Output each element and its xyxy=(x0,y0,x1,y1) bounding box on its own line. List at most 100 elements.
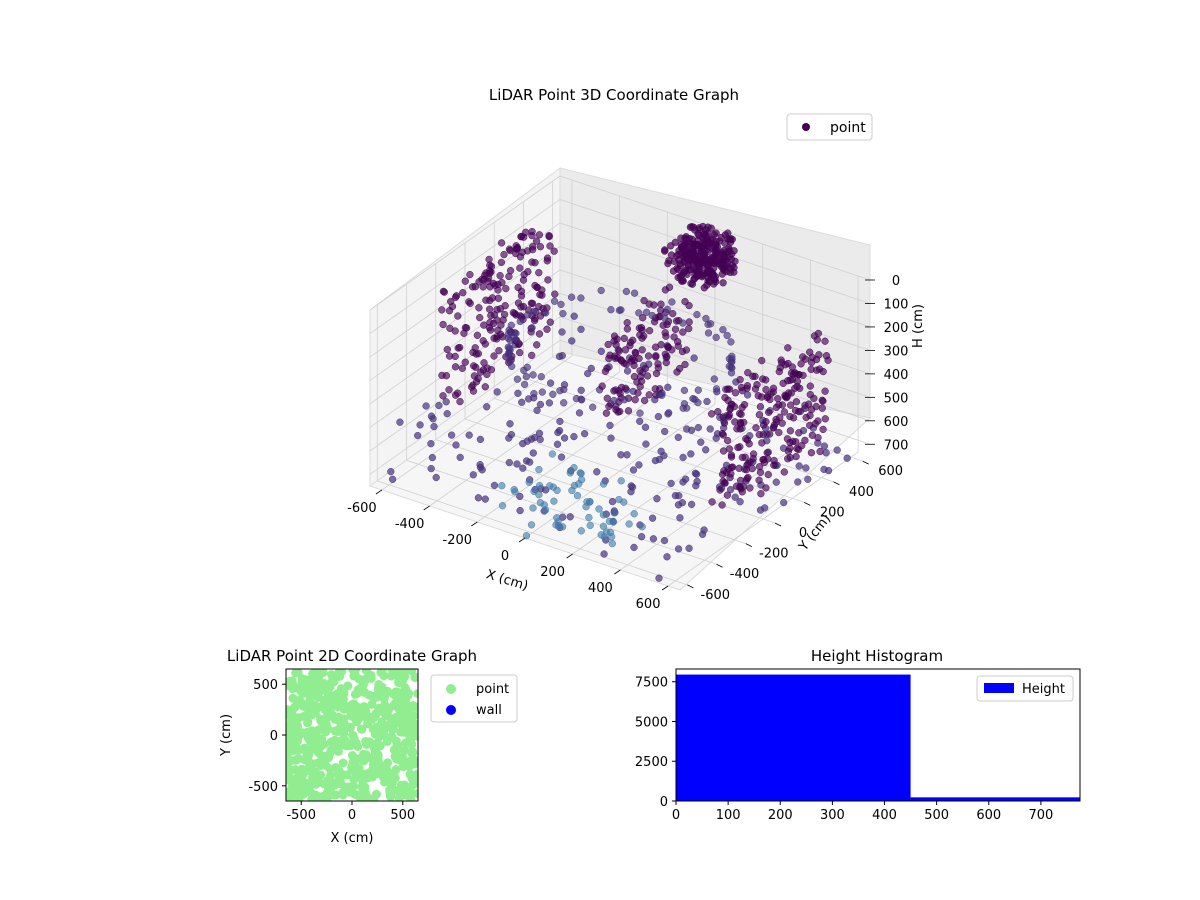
data-point-3d xyxy=(669,309,677,318)
data-point-2d xyxy=(334,766,344,776)
data-point-3d xyxy=(632,349,640,357)
data-point-3d xyxy=(545,232,553,240)
tick-label-x: 600 xyxy=(636,597,661,612)
data-point-2d xyxy=(289,746,299,756)
data-point-3d xyxy=(493,388,501,396)
data-point-2d xyxy=(346,787,356,797)
data-point-3d xyxy=(549,483,557,491)
data-point-2d xyxy=(413,689,418,699)
data-point-3d xyxy=(486,326,495,334)
data-point-2d xyxy=(333,702,343,712)
data-point-3d xyxy=(483,403,491,411)
data-point-3d xyxy=(744,369,752,377)
grid-line-y xyxy=(523,377,834,483)
data-point-3d xyxy=(387,467,395,476)
data-point-3d xyxy=(544,276,552,284)
data-point-3d xyxy=(599,480,608,488)
data-point-3d xyxy=(469,471,477,479)
data-point-3d xyxy=(668,298,676,306)
data-point-3d xyxy=(724,235,732,243)
data-point-3d xyxy=(671,491,680,500)
data-point-3d xyxy=(443,410,451,418)
data-point-3d xyxy=(621,346,630,354)
data-point-3d xyxy=(567,293,576,301)
data-point-3d xyxy=(629,336,637,344)
data-point-3d xyxy=(718,429,726,438)
data-point-3d xyxy=(670,333,678,341)
data-point-3d xyxy=(566,469,574,477)
data-point-3d xyxy=(762,386,770,394)
data-point-3d xyxy=(780,498,788,507)
data-point-3d xyxy=(706,320,715,328)
data-point-3d xyxy=(452,441,460,449)
histogram-frame xyxy=(675,668,1081,802)
data-point-3d xyxy=(664,410,672,418)
data-point-2d xyxy=(286,786,295,796)
data-point-2d xyxy=(354,770,364,780)
data-point-3d xyxy=(606,421,614,430)
data-point-3d xyxy=(519,464,527,472)
data-point-2d xyxy=(306,745,316,755)
data-point-2d xyxy=(299,712,309,721)
data-point-3d xyxy=(556,417,564,426)
tick-label-z: 0 xyxy=(892,274,900,289)
data-point-3d xyxy=(505,272,513,281)
data-point-3d xyxy=(680,386,689,395)
data-point-3d xyxy=(650,301,658,309)
data-point-3d xyxy=(471,344,479,352)
data-point-3d xyxy=(683,270,691,278)
tick-label-x-hist: 500 xyxy=(924,808,949,823)
data-point-3d xyxy=(651,456,660,465)
data-point-2d xyxy=(340,719,350,729)
data-point-3d xyxy=(513,243,522,252)
data-point-3d xyxy=(530,316,539,325)
data-point-3d xyxy=(577,325,585,333)
data-point-3d xyxy=(528,299,537,308)
data-point-2d xyxy=(339,694,348,704)
tick-mark-x xyxy=(423,505,430,511)
tick-label-x: 0 xyxy=(501,549,509,564)
chart-2d-x-label: X (cm) xyxy=(331,831,374,846)
data-point-3d xyxy=(558,523,567,531)
data-point-2d xyxy=(413,731,418,741)
data-point-3d xyxy=(695,231,703,239)
grid-line-z xyxy=(369,316,561,452)
tick-label-x-2d: -500 xyxy=(286,808,316,823)
grid-line-z xyxy=(369,339,561,475)
data-point-2d xyxy=(382,736,392,746)
data-point-3d xyxy=(620,498,628,506)
data-point-3d xyxy=(625,520,633,528)
data-point-3d xyxy=(570,432,578,441)
data-point-3d xyxy=(757,490,765,498)
data-point-3d xyxy=(451,327,459,335)
tick-label-y-2d: 0 xyxy=(270,729,278,744)
data-point-3d xyxy=(703,237,711,246)
data-point-3d xyxy=(649,535,658,543)
tick-label-z: 700 xyxy=(884,438,909,453)
data-point-3d xyxy=(731,493,739,501)
data-point-2d xyxy=(291,669,301,678)
tick-label-y-hist: 7500 xyxy=(635,676,668,691)
data-point-3d xyxy=(456,343,464,352)
data-point-2d xyxy=(367,772,377,782)
data-point-3d xyxy=(663,305,672,314)
data-point-3d xyxy=(575,480,583,488)
data-point-3d xyxy=(587,364,595,373)
data-point-3d xyxy=(787,389,795,397)
data-point-3d xyxy=(806,390,814,399)
data-point-3d xyxy=(500,310,509,319)
data-point-3d xyxy=(611,509,619,517)
data-point-3d xyxy=(804,400,813,408)
data-point-3d xyxy=(388,475,397,483)
data-point-3d xyxy=(601,367,610,376)
data-point-3d xyxy=(528,351,536,360)
data-point-3d xyxy=(703,397,711,406)
data-point-3d xyxy=(585,513,593,522)
data-point-3d xyxy=(694,423,702,432)
histogram-bars xyxy=(676,674,1080,801)
data-point-3d xyxy=(630,289,639,297)
data-point-3d xyxy=(776,413,784,421)
data-point-2d xyxy=(395,669,405,675)
data-point-3d xyxy=(685,324,693,333)
legend-label-wall: wall xyxy=(476,703,502,718)
